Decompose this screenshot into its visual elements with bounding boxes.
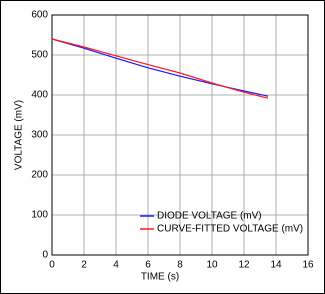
- x-tick-label: 12: [238, 260, 250, 271]
- legend-label: CURVE-FITTED VOLTAGE (mV): [157, 224, 303, 235]
- x-tick-label: 14: [270, 260, 282, 271]
- x-tick-label: 0: [49, 260, 55, 271]
- y-axis-label: VOLTAGE (mV): [14, 100, 25, 170]
- x-tick-label: 2: [81, 260, 87, 271]
- y-tick-label: 300: [31, 130, 48, 141]
- x-axis-label: TIME (s): [141, 272, 179, 283]
- x-tick-label: 8: [177, 260, 183, 271]
- x-tick-label: 4: [113, 260, 119, 271]
- y-tick-label: 200: [31, 170, 48, 181]
- y-tick-label: 500: [31, 50, 48, 61]
- y-tick-label: 400: [31, 90, 48, 101]
- x-tick-label: 6: [145, 260, 151, 271]
- legend-label: DIODE VOLTAGE (mV): [157, 211, 262, 222]
- y-tick-label: 600: [31, 10, 48, 21]
- x-tick-label: 16: [302, 260, 314, 271]
- y-tick-label: 0: [42, 250, 48, 261]
- y-tick-label: 100: [31, 210, 48, 221]
- plot-border: [51, 14, 309, 256]
- series-line: [51, 38, 269, 99]
- series-line: [51, 38, 269, 97]
- x-tick-label: 10: [206, 260, 218, 271]
